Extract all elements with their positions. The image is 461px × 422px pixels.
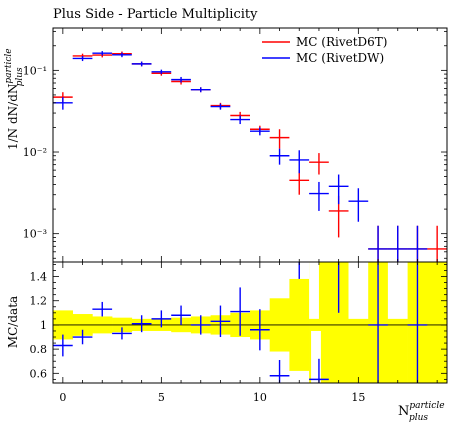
ratio-point (151, 310, 172, 328)
ratio-tick-label: 1 (40, 319, 47, 332)
x-tick-label: 0 (59, 391, 66, 404)
ratio-point (407, 262, 428, 383)
ratio-panel (52, 261, 448, 384)
y-tick-label: 10⁻³ (23, 228, 47, 241)
data-point (72, 55, 93, 62)
legend-label: MC (RivetD6T) (296, 35, 387, 49)
top-frame (52, 27, 448, 263)
data-point (230, 115, 250, 125)
data-point (328, 174, 349, 205)
data-point (309, 153, 329, 175)
data-point (348, 188, 369, 222)
uncertainty-band (427, 262, 448, 383)
axis-labels: 0 5 10 15 10⁻¹ 10⁻² 10⁻³ 1.4 1.2 1 0.8 0.6 Nparticle… (4, 28, 447, 422)
data-point (112, 52, 132, 58)
data-point (368, 225, 388, 262)
data-point (131, 61, 152, 67)
ratio-tick-label: 0.6 (30, 367, 48, 380)
ratio-point (368, 262, 388, 383)
ratio-point (72, 329, 93, 345)
data-point (92, 51, 113, 56)
ratio-tick-label: 1.4 (30, 271, 48, 284)
y-tick-label: 10⁻² (23, 146, 47, 159)
ratio-point (309, 358, 329, 383)
band-gap (348, 262, 369, 319)
ratio-axis-label: MC/data (6, 296, 20, 348)
ratio-point (230, 287, 250, 336)
data-point (250, 127, 270, 136)
y-axis-label: 1/N dN/dNparticleplus (4, 48, 25, 150)
legend: MC (RivetD6T) MC (RivetDW) (262, 35, 387, 65)
x-tick-label: 10 (253, 391, 267, 404)
data-point (53, 97, 73, 110)
data-point (190, 87, 211, 93)
ratio-tick-label: 1.2 (30, 295, 48, 308)
x-axis-label: Nparticle plus (398, 401, 445, 422)
y-tick-label: 10⁻¹ (23, 64, 47, 77)
ratio-point (250, 309, 270, 351)
ratio-point (92, 301, 113, 317)
data-point (289, 170, 310, 195)
ratio-point (171, 305, 191, 325)
ratio-point (269, 360, 290, 383)
data-point (171, 76, 191, 83)
data-point (309, 181, 329, 211)
data-point (269, 129, 290, 149)
uncertainty-band (328, 262, 349, 383)
main-panel (52, 27, 448, 263)
data-point (387, 225, 408, 262)
series-dw (53, 51, 428, 262)
data-point (289, 150, 310, 174)
chart-title: Plus Side - Particle Multiplicity (53, 7, 258, 22)
band-gap (309, 262, 319, 319)
data-point (210, 103, 231, 110)
ratio-point (131, 315, 152, 333)
x-tick-label: 5 (158, 391, 165, 404)
ratio-tick-label: 0.8 (30, 343, 48, 356)
data-point (269, 148, 290, 165)
band-gap (387, 262, 408, 319)
data-point (427, 225, 447, 262)
ratio-point (112, 327, 132, 340)
ratio-point (53, 334, 73, 357)
legend-label: MC (RivetDW) (296, 51, 384, 65)
band-gap (311, 330, 321, 383)
data-point (151, 69, 172, 75)
ratio-point (210, 305, 231, 338)
series-d6t (53, 51, 447, 262)
ratio-point (190, 315, 211, 335)
bottom-frame (52, 261, 448, 384)
data-point (407, 225, 428, 262)
x-tick-label: 15 (351, 391, 365, 404)
